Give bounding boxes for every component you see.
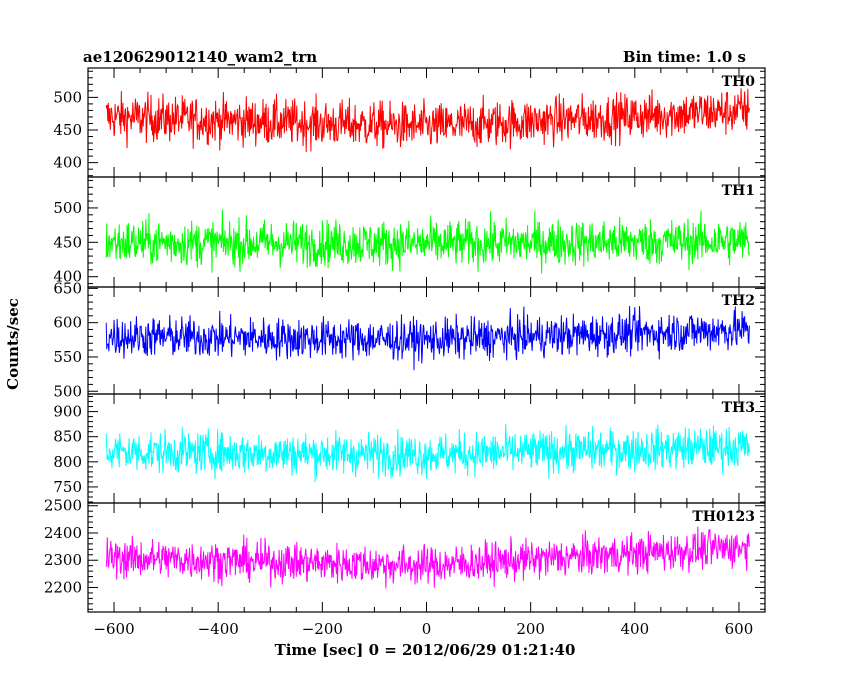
y-tick-label: 800 [53, 453, 82, 471]
bin-time-label: Bin time: 1.0 s [623, 48, 746, 66]
panels-group: 400 450 500 TH0 400 450 500 TH1 500 550 600 650 TH2 7… [44, 67, 766, 638]
x-tick-label: −600 [93, 620, 134, 638]
series-line-th2 [105, 306, 750, 371]
y-tick-label: 550 [53, 348, 82, 366]
y-tick-label: 500 [53, 88, 82, 106]
y-tick-label: 450 [53, 121, 82, 139]
y-tick-label: 500 [53, 382, 82, 400]
x-tick-label: 400 [620, 620, 649, 638]
series-line-th0 [105, 88, 750, 153]
y-tick-label: 2400 [44, 524, 82, 542]
y-tick-label: 500 [53, 199, 82, 217]
y-tick-label: 600 [53, 314, 82, 332]
x-tick-label: −400 [198, 620, 239, 638]
x-tick-label: 200 [516, 620, 545, 638]
y-tick-label: 450 [53, 233, 82, 251]
x-tick-label: 600 [725, 620, 754, 638]
y-tick-label: 400 [53, 154, 82, 172]
y-tick-label: 2500 [44, 497, 82, 515]
y-tick-label: 750 [53, 478, 82, 496]
panel-label-th1: TH1 [722, 183, 755, 199]
panel-th0: 400 450 500 TH0 [53, 67, 766, 178]
panel-frame [87, 176, 766, 288]
panel-th3: 750 800 850 900 TH3 [53, 393, 766, 504]
y-axis-title: Counts/sec [4, 298, 22, 390]
y-tick-label: 2300 [44, 551, 82, 569]
y-tick-label: 400 [53, 268, 82, 286]
x-axis-title: Time [sec] 0 = 2012/06/29 01:21:40 [275, 641, 576, 659]
panel-label-th0: TH0 [722, 74, 756, 90]
panel-label-th2: TH2 [722, 293, 755, 309]
y-tick-label: 650 [53, 279, 82, 297]
y-tick-label: 900 [53, 403, 82, 421]
panel-th0123: 2200 2300 2400 2500 TH0123 [44, 497, 766, 613]
panel-th2: 500 550 600 650 TH2 [53, 279, 766, 400]
series-line-th0123 [105, 526, 750, 589]
panel-label-th0123: TH0123 [692, 509, 755, 525]
chart-title: ae120629012140_wam2_trn [83, 48, 317, 66]
y-tick-label: 850 [53, 428, 82, 446]
x-tick-label: −200 [302, 620, 343, 638]
x-tick-label: 0 [422, 620, 432, 638]
panel-label-th3: TH3 [722, 400, 755, 416]
y-tick-label: 2200 [44, 578, 82, 596]
series-line-th1 [105, 209, 750, 274]
panel-th1: 400 450 500 TH1 [53, 176, 766, 288]
series-line-th3 [105, 424, 750, 483]
